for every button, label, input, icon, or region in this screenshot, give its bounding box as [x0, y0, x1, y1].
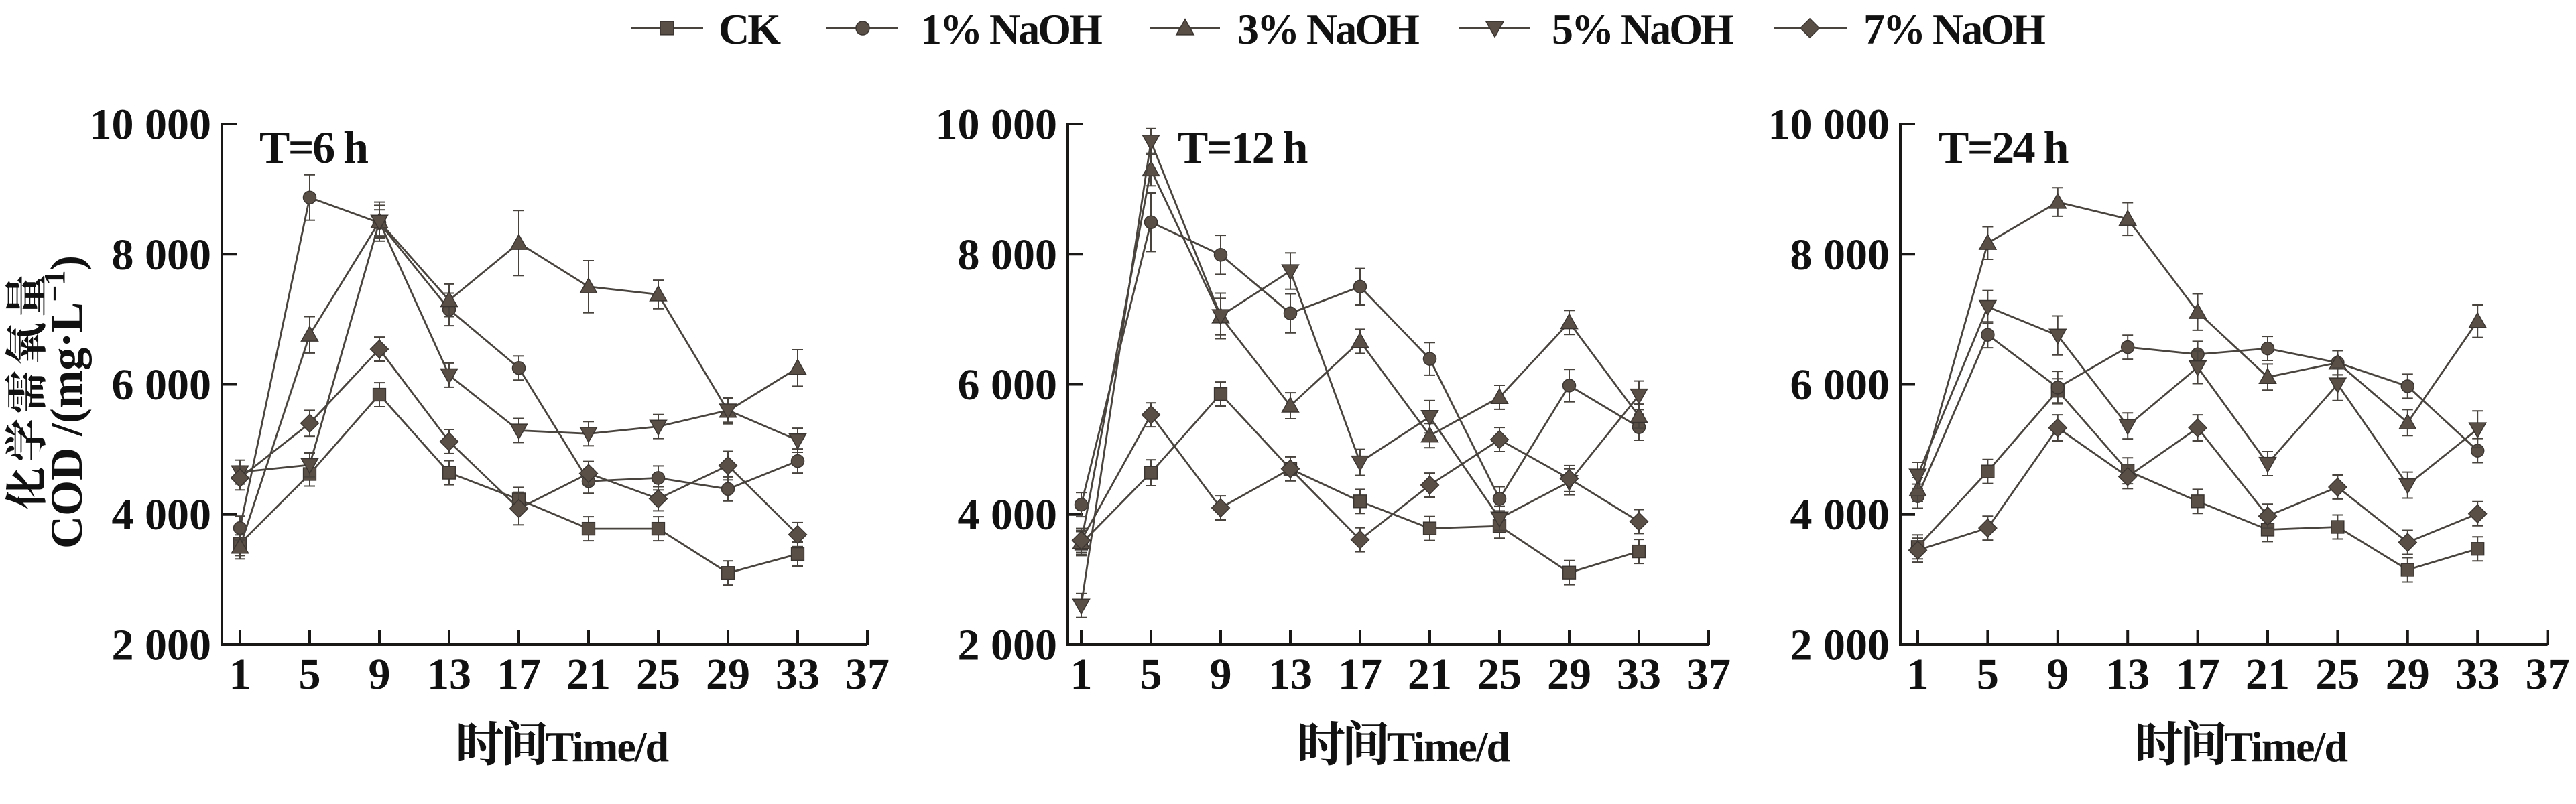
- svg-text:CK: CK: [719, 5, 781, 53]
- svg-text:37: 37: [845, 650, 890, 699]
- svg-text:COD /(mg·L−1): COD /(mg·L−1): [38, 255, 92, 549]
- svg-text:Time/d: Time/d: [1387, 723, 1510, 770]
- svg-text:10 000: 10 000: [936, 100, 1058, 149]
- svg-text:8 000: 8 000: [958, 230, 1058, 279]
- svg-text:Time/d: Time/d: [546, 723, 669, 770]
- svg-text:13: 13: [2105, 650, 2150, 699]
- svg-text:9: 9: [369, 650, 391, 699]
- svg-text:37: 37: [2526, 650, 2570, 699]
- svg-text:T=12 h: T=12 h: [1178, 122, 1308, 173]
- svg-text:5: 5: [1977, 650, 1999, 699]
- svg-text:1: 1: [1070, 650, 1093, 699]
- svg-text:7% NaOH: 7% NaOH: [1863, 5, 2045, 53]
- svg-text:2 000: 2 000: [1790, 621, 1890, 670]
- svg-text:1: 1: [1907, 650, 1929, 699]
- svg-text:T=24 h: T=24 h: [1939, 122, 2069, 173]
- svg-text:6 000: 6 000: [1790, 360, 1890, 409]
- svg-text:37: 37: [1686, 650, 1731, 699]
- svg-text:13: 13: [427, 650, 471, 699]
- svg-text:33: 33: [1617, 650, 1661, 699]
- svg-text:6 000: 6 000: [958, 360, 1058, 409]
- svg-text:13: 13: [1268, 650, 1312, 699]
- svg-text:17: 17: [2176, 650, 2220, 699]
- svg-text:1% NaOH: 1% NaOH: [920, 5, 1102, 53]
- svg-text:9: 9: [2046, 650, 2069, 699]
- svg-text:25: 25: [2315, 650, 2359, 699]
- svg-text:2 000: 2 000: [958, 621, 1058, 670]
- svg-text:25: 25: [1477, 650, 1522, 699]
- svg-text:29: 29: [1547, 650, 1591, 699]
- svg-text:1: 1: [229, 650, 251, 699]
- svg-text:21: 21: [1408, 650, 1452, 699]
- svg-text:6 000: 6 000: [112, 360, 212, 409]
- svg-text:29: 29: [706, 650, 750, 699]
- svg-text:21: 21: [2246, 650, 2290, 699]
- svg-text:3% NaOH: 3% NaOH: [1237, 5, 1419, 53]
- svg-text:5: 5: [299, 650, 321, 699]
- svg-text:10 000: 10 000: [1768, 100, 1890, 149]
- svg-text:21: 21: [566, 650, 611, 699]
- svg-text:Time/d: Time/d: [2225, 723, 2348, 770]
- svg-text:5: 5: [1140, 650, 1162, 699]
- svg-text:17: 17: [497, 650, 541, 699]
- svg-text:8 000: 8 000: [1790, 230, 1890, 279]
- svg-text:5% NaOH: 5% NaOH: [1552, 5, 1733, 53]
- svg-text:2 000: 2 000: [112, 621, 212, 670]
- svg-text:8 000: 8 000: [112, 230, 212, 279]
- svg-text:29: 29: [2386, 650, 2430, 699]
- svg-text:17: 17: [1338, 650, 1382, 699]
- svg-text:T=6 h: T=6 h: [259, 122, 368, 173]
- svg-text:9: 9: [1210, 650, 1232, 699]
- svg-text:4 000: 4 000: [958, 490, 1058, 539]
- svg-text:4 000: 4 000: [112, 490, 212, 539]
- svg-text:33: 33: [2455, 650, 2500, 699]
- svg-text:10 000: 10 000: [90, 100, 212, 149]
- svg-text:25: 25: [636, 650, 680, 699]
- svg-text:4 000: 4 000: [1790, 490, 1890, 539]
- svg-text:33: 33: [776, 650, 820, 699]
